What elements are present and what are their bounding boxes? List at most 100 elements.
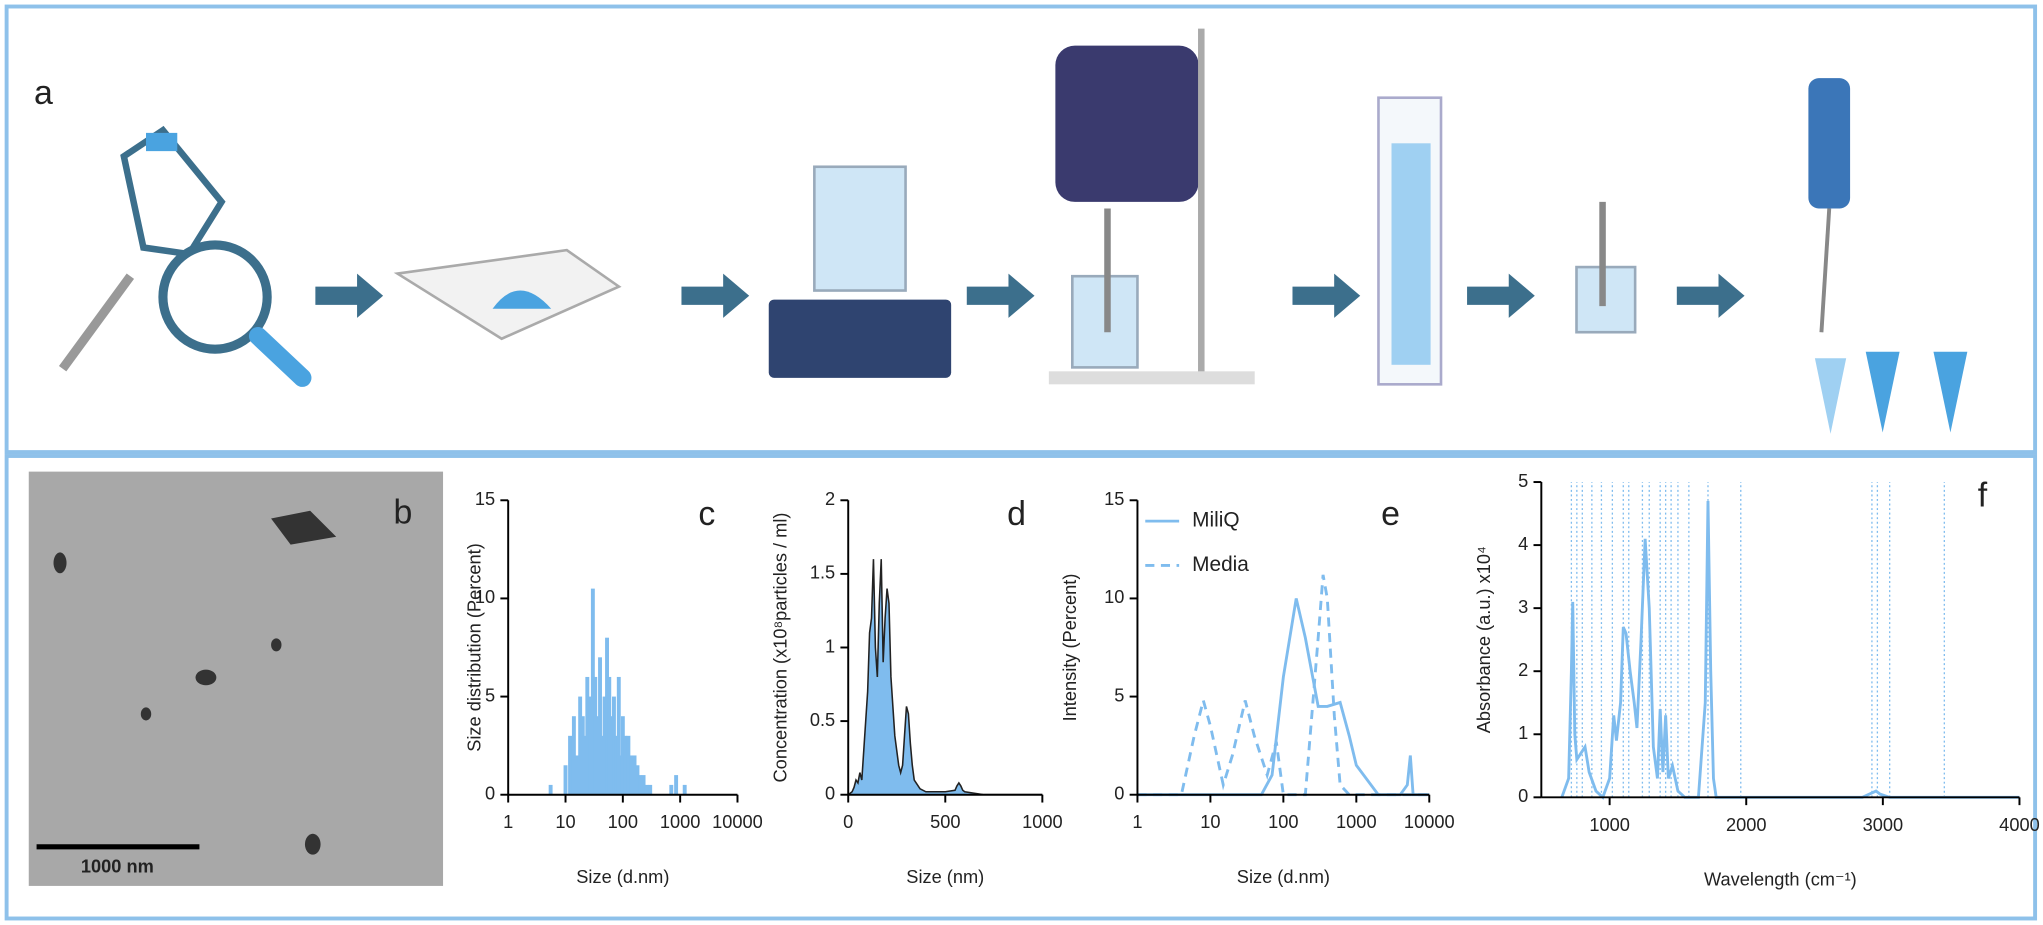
bar	[644, 784, 649, 795]
x-tick-label: 1000	[1589, 814, 1630, 835]
y-tick-label: 4	[1518, 533, 1528, 554]
y-axis-label: Absorbance (a.u.) x10⁴	[1473, 546, 1494, 733]
bar	[641, 775, 646, 795]
scale-bar-label: 1000 nm	[81, 855, 154, 876]
x-tick-label: 3000	[1863, 814, 1904, 835]
x-tick-label: 1	[503, 811, 513, 832]
bar	[575, 755, 580, 795]
x-tick-label: 1	[1132, 811, 1142, 832]
bar	[674, 775, 679, 795]
bar	[626, 735, 631, 795]
bar	[614, 735, 619, 795]
bar	[623, 735, 628, 795]
particles	[53, 510, 337, 855]
x-tick-label: 10000	[712, 811, 763, 832]
bar	[571, 716, 576, 795]
x-tick-label: 0	[843, 811, 853, 832]
x-tick-label: 1000	[1022, 811, 1063, 832]
bar	[605, 637, 609, 795]
x-axis-label: Size (nm)	[906, 866, 984, 887]
illustration	[58, 28, 1968, 434]
y-axis-label: Intensity (Percent)	[1059, 574, 1080, 722]
bar	[583, 735, 588, 795]
y-tick-label: 5	[1518, 470, 1528, 491]
y-tick-label: 0.5	[810, 709, 835, 730]
legend-label: Media	[1192, 553, 1249, 576]
bar	[580, 716, 585, 795]
bar	[632, 755, 637, 795]
area	[848, 559, 1043, 795]
x-tick-label: 100	[608, 811, 638, 832]
x-tick-label: 1000	[660, 811, 701, 832]
bar	[616, 676, 621, 795]
x-axis-label: Size (d.nm)	[576, 866, 669, 887]
bar	[588, 696, 593, 795]
panel-label: a	[34, 74, 53, 112]
y-tick-label: 0	[485, 783, 495, 804]
bar	[612, 696, 616, 795]
panel-a-border	[4, 4, 2038, 455]
bar	[602, 696, 607, 795]
panel-label: c	[698, 495, 715, 533]
legend-label: MiliQ	[1192, 509, 1239, 532]
x-axis-label: Wavelength (cm⁻¹)	[1704, 869, 1857, 890]
y-tick-label: 10	[1104, 586, 1124, 607]
bar	[563, 765, 568, 795]
y-tick-label: 1	[1518, 722, 1528, 743]
line	[1137, 598, 1430, 797]
y-tick-label: 5	[1114, 684, 1124, 705]
y-tick-label: 2	[1518, 659, 1528, 680]
panel-bottom-border	[4, 454, 2038, 921]
bar	[635, 765, 640, 795]
x-axis-label: Size (d.nm)	[1237, 866, 1330, 887]
x-tick-label: 2000	[1726, 814, 1767, 835]
bar	[568, 735, 573, 795]
panel-label: f	[1978, 477, 1988, 515]
bar	[590, 588, 595, 795]
bar	[629, 755, 634, 795]
y-tick-label: 5	[485, 684, 495, 705]
bar	[595, 716, 600, 795]
y-tick-label: 1	[825, 635, 835, 656]
y-tick-label: 0	[1114, 783, 1124, 804]
bar	[607, 676, 612, 795]
bar	[578, 696, 583, 795]
panel-label: d	[1007, 495, 1026, 533]
bar	[593, 676, 598, 795]
bar	[598, 657, 602, 795]
y-tick-label: 15	[475, 488, 495, 509]
bar	[548, 784, 553, 795]
x-tick-label: 1000	[1336, 811, 1377, 832]
panel-label: e	[1381, 495, 1400, 533]
y-axis-label: Size distribution (Percent)	[463, 543, 484, 752]
line	[1137, 574, 1430, 797]
line	[1560, 500, 2020, 800]
y-tick-label: 15	[1104, 488, 1124, 509]
bar	[600, 735, 605, 795]
tem-image	[28, 471, 444, 886]
y-axis-label: Concentration (x10⁸particles / ml)	[770, 513, 791, 783]
y-tick-label: 10	[475, 586, 495, 607]
bar	[638, 775, 643, 795]
y-tick-label: 0	[825, 783, 835, 804]
x-tick-label: 10	[555, 811, 575, 832]
x-tick-label: 100	[1268, 811, 1298, 832]
bar	[620, 716, 625, 795]
x-tick-label: 10000	[1404, 811, 1455, 832]
bar	[682, 784, 687, 795]
x-tick-label: 4000	[1999, 814, 2040, 835]
panel-label: b	[394, 494, 413, 532]
y-tick-label: 3	[1518, 596, 1528, 617]
x-tick-label: 500	[930, 811, 960, 832]
bar	[585, 676, 590, 795]
bar	[648, 784, 653, 795]
line	[847, 559, 1043, 796]
y-tick-label: 2	[825, 488, 835, 509]
y-tick-label: 1.5	[810, 562, 835, 583]
bar	[669, 784, 674, 795]
bar	[609, 716, 614, 795]
y-tick-label: 0	[1518, 785, 1528, 806]
x-tick-label: 10	[1200, 811, 1220, 832]
